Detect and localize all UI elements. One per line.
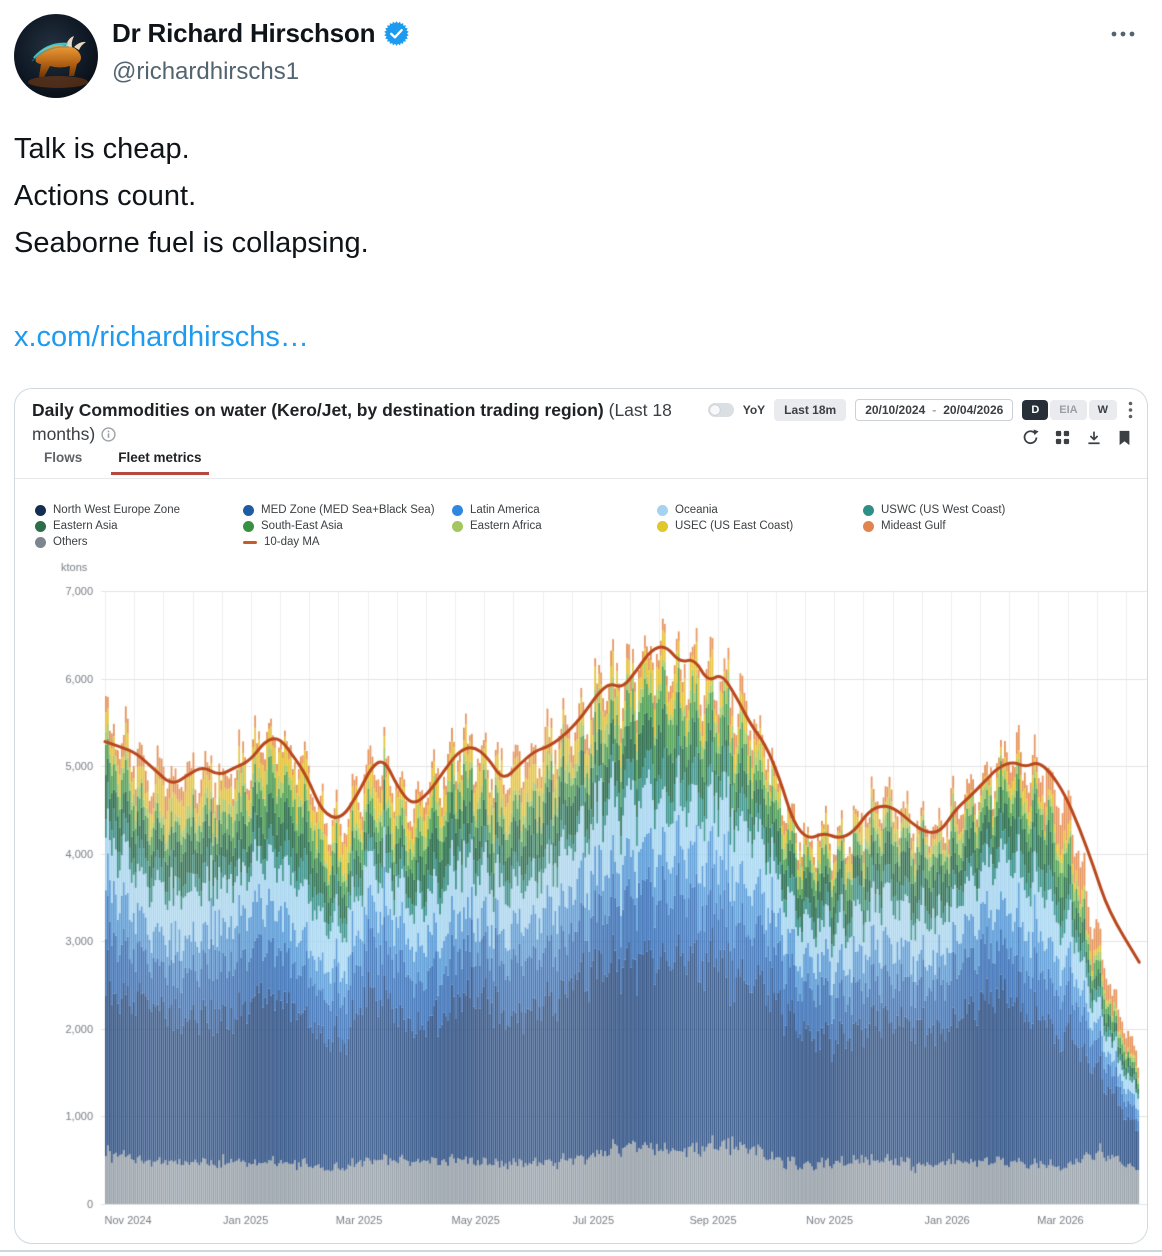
- chart-title: Daily Commodities on water (Kero/Jet, by…: [32, 398, 704, 448]
- legend-item[interactable]: Latin America: [452, 502, 542, 518]
- tabs-divider: [15, 478, 1147, 479]
- legend-dot-swatch: [863, 520, 874, 532]
- grid-icon: [1055, 430, 1070, 445]
- legend-item[interactable]: USWC (US West Coast): [863, 502, 1005, 518]
- yoy-label: YoY: [742, 403, 766, 417]
- tweet-link[interactable]: x.com/richardhirschs…: [14, 321, 309, 353]
- legend-label: Latin America: [470, 504, 540, 516]
- download-button[interactable]: [1086, 430, 1102, 446]
- tweet-divider: [0, 1250, 1162, 1252]
- date-range-input[interactable]: 20/10/2024 - 20/04/2026: [855, 399, 1014, 421]
- download-icon: [1088, 431, 1100, 444]
- range-button[interactable]: Last 18m: [774, 399, 847, 421]
- legend-item[interactable]: Mideast Gulf: [863, 518, 1005, 534]
- legend-item[interactable]: Eastern Africa: [452, 518, 542, 534]
- verified-badge-icon: [384, 21, 410, 46]
- chart-card[interactable]: Daily Commodities on water (Kero/Jet, by…: [14, 388, 1148, 1244]
- legend-label: Eastern Africa: [470, 520, 542, 532]
- chart-legend: North West Europe Zone Eastern Asia Others…: [15, 502, 1147, 554]
- legend-label: Others: [53, 536, 88, 548]
- toggle-knob: [709, 405, 720, 415]
- chart-toolbar: [1022, 429, 1131, 446]
- display-name[interactable]: Dr Richard Hirschson: [112, 18, 376, 48]
- grid-view-button[interactable]: [1055, 430, 1070, 445]
- legend-dot-swatch: [452, 520, 463, 532]
- legend-label: South-East Asia: [261, 520, 343, 532]
- info-icon[interactable]: [101, 424, 116, 448]
- date-to[interactable]: 20/04/2026: [943, 403, 1004, 417]
- chart-tabs: Flows Fleet metrics: [37, 448, 209, 475]
- legend-dot-swatch: [243, 520, 254, 532]
- more-icon: [1111, 31, 1135, 37]
- legend-item[interactable]: South-East Asia: [243, 518, 435, 534]
- legend-dot-swatch: [657, 504, 668, 516]
- user-handle[interactable]: @richardhirschs1: [112, 58, 300, 85]
- tweet-line: Actions count.: [14, 180, 197, 212]
- legend-label: North West Europe Zone: [53, 504, 180, 516]
- avatar[interactable]: [14, 14, 98, 98]
- date-separator: -: [932, 403, 937, 417]
- refresh-button[interactable]: [1022, 429, 1039, 446]
- legend-label: MED Zone (MED Sea+Black Sea): [261, 504, 435, 516]
- legend-dot-swatch: [243, 504, 254, 516]
- legend-label: 10-day MA: [264, 536, 320, 548]
- blank-line: [14, 267, 369, 314]
- legend-item[interactable]: USEC (US East Coast): [657, 518, 793, 534]
- legend-item[interactable]: Oceania: [657, 502, 793, 518]
- frequency-buttons: D EIA W: [1022, 400, 1117, 420]
- legend-dot-swatch: [35, 536, 46, 548]
- legend-label: USWC (US West Coast): [881, 504, 1006, 516]
- legend-label: Eastern Asia: [53, 520, 118, 532]
- tweet-body: Talk is cheap. Actions count. Seaborne f…: [14, 126, 369, 361]
- legend-dot-swatch: [657, 520, 668, 532]
- tweet-line: Talk is cheap.: [14, 133, 190, 165]
- bull-avatar-image: [14, 14, 98, 98]
- bookmark-icon: [1119, 430, 1130, 445]
- bookmark-button[interactable]: [1118, 430, 1131, 446]
- legend-line-swatch: [243, 540, 257, 544]
- legend-label: USEC (US East Coast): [675, 520, 794, 532]
- kebab-icon: [1128, 401, 1133, 419]
- legend-label: Mideast Gulf: [881, 520, 946, 532]
- legend-column: Latin America Eastern Africa: [452, 502, 542, 534]
- legend-dot-swatch: [452, 504, 463, 516]
- yoy-toggle[interactable]: [707, 403, 734, 417]
- refresh-icon: [1023, 429, 1039, 445]
- kebab-menu-button[interactable]: [1128, 401, 1133, 419]
- legend-column: USWC (US West Coast) Mideast Gulf: [863, 502, 1005, 534]
- tab-flows[interactable]: Flows: [44, 450, 83, 465]
- legend-label: Oceania: [675, 504, 718, 516]
- legend-column: North West Europe Zone Eastern Asia Others: [35, 502, 180, 550]
- date-from[interactable]: 20/10/2024: [865, 403, 926, 417]
- legend-item[interactable]: 10-day MA: [243, 534, 435, 550]
- legend-dot-swatch: [863, 504, 874, 516]
- legend-item[interactable]: Eastern Asia: [35, 518, 180, 534]
- legend-dot-swatch: [35, 504, 46, 516]
- chart-title-suffix: (Last 18 months): [32, 400, 672, 444]
- legend-column: MED Zone (MED Sea+Black Sea) South-East A…: [243, 502, 435, 550]
- chart-controls: YoY Last 18m 20/10/2024 - 20/04/2026 D E…: [707, 399, 1133, 421]
- freq-button-w[interactable]: W: [1088, 400, 1117, 420]
- freq-button-eia[interactable]: EIA: [1050, 400, 1087, 420]
- tweet-line: Seaborne fuel is collapsing.: [14, 227, 369, 259]
- legend-column: Oceania USEC (US East Coast): [657, 502, 793, 534]
- legend-dot-swatch: [35, 520, 46, 532]
- more-button[interactable]: [1106, 22, 1140, 46]
- legend-item[interactable]: North West Europe Zone: [35, 502, 180, 518]
- stacked-area-chart[interactable]: [37, 557, 1147, 1243]
- freq-button-d[interactable]: D: [1022, 400, 1049, 420]
- chart-title-main: Daily Commodities on water (Kero/Jet, by…: [32, 400, 604, 420]
- legend-item[interactable]: MED Zone (MED Sea+Black Sea): [243, 502, 435, 518]
- legend-item[interactable]: Others: [35, 534, 180, 550]
- tab-fleet-metrics[interactable]: Fleet metrics: [111, 448, 209, 475]
